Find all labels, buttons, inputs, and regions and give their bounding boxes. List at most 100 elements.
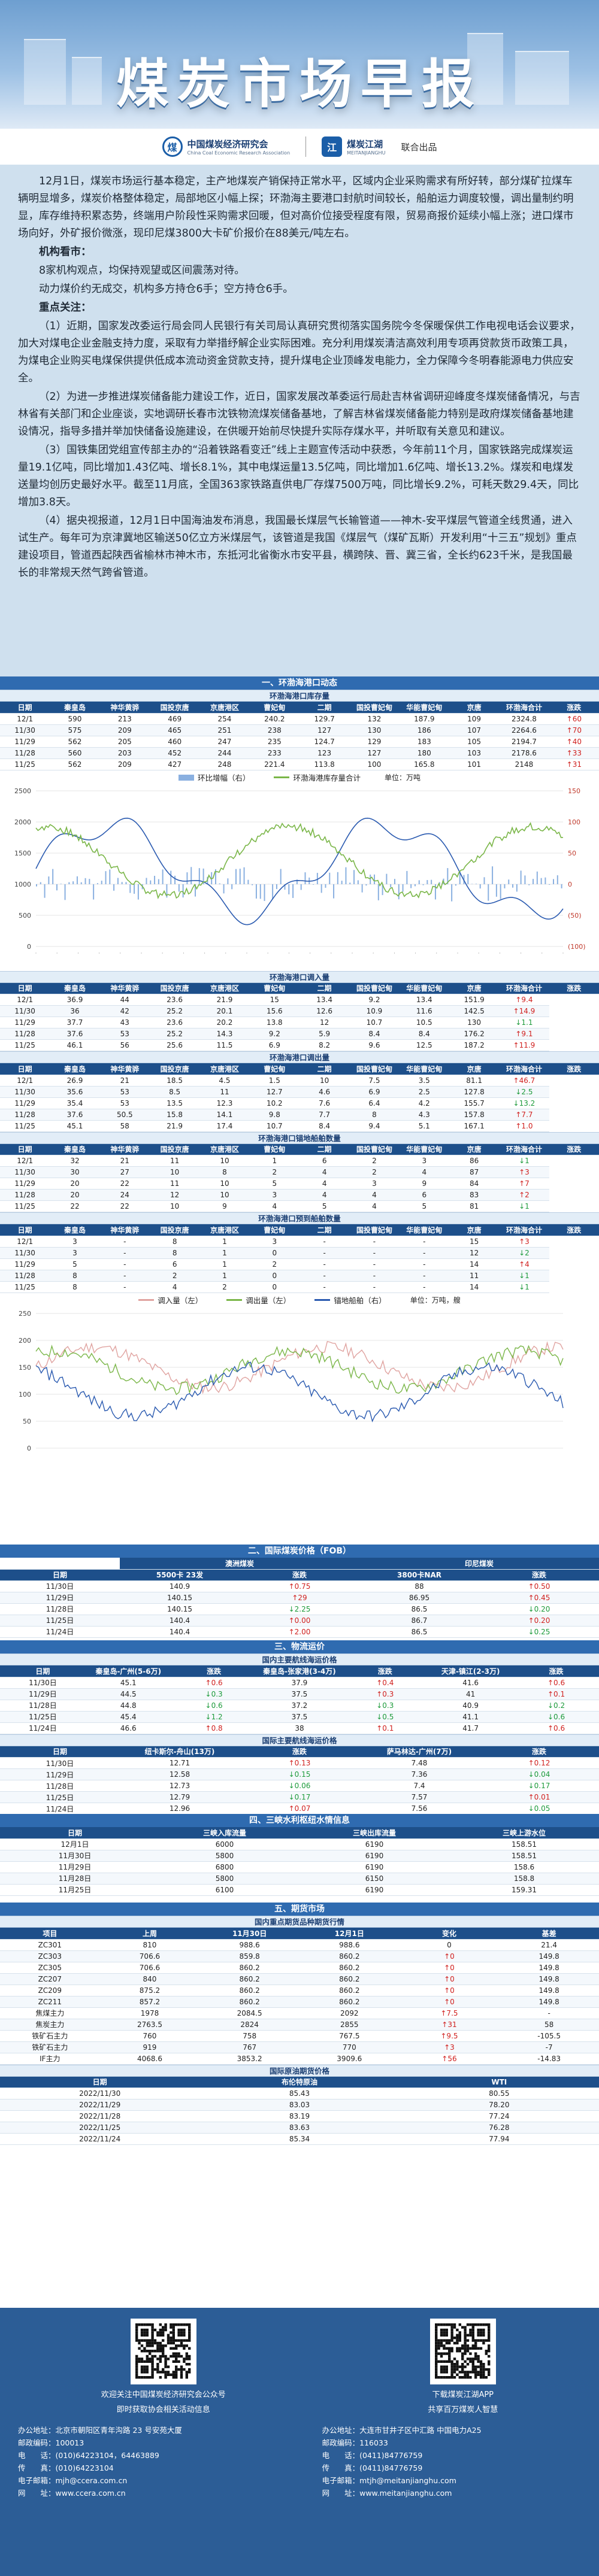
table-header-row: 日期 秦皇岛 神华黄骅 国投京唐 京唐港区 曹妃甸 二期 国投曹妃甸 华能曹妃甸 京唐 环渤海合计涨… xyxy=(0,1224,599,1236)
qr-module xyxy=(182,2334,186,2337)
table-cell: 45.1 xyxy=(85,1677,171,1689)
change-bar xyxy=(252,884,253,885)
qr-module xyxy=(468,2360,472,2363)
qr-code-icon[interactable] xyxy=(130,2319,196,2384)
table-cell: 0 xyxy=(399,1939,500,1951)
table-header-cell xyxy=(0,1558,120,1570)
website-link[interactable]: 网 址：www.meitanjianghu.com xyxy=(322,2489,452,2498)
qr-module xyxy=(172,2341,175,2345)
table-cell: 11月28日 xyxy=(0,1873,150,1885)
table-cell: 758 xyxy=(199,2030,300,2042)
table-cell: - xyxy=(349,1236,400,1248)
website-link[interactable]: 网 址：www.ccera.com.cn xyxy=(18,2489,126,2498)
qr-module xyxy=(164,2373,167,2376)
change-bar xyxy=(553,878,555,884)
section-title: 一、环渤海港口动态 xyxy=(0,676,599,690)
qr-module xyxy=(151,2371,154,2374)
table-cell: 84 xyxy=(449,1178,500,1190)
qr-module xyxy=(455,2368,459,2371)
qr-module xyxy=(479,2373,482,2376)
qr-module xyxy=(437,2341,440,2345)
y-tick-label: 0 xyxy=(27,1445,31,1452)
table-header-cell: 京唐港区 xyxy=(199,1224,250,1236)
table-cell: 6.9 xyxy=(349,1086,400,1098)
qr-module xyxy=(434,2365,438,2368)
qr-module xyxy=(455,2373,459,2376)
table-cell: ↑0.13 xyxy=(240,1757,359,1769)
table-cell: 36.9 xyxy=(50,994,100,1006)
table-cell: 6190 xyxy=(300,1884,449,1896)
table-cell: 988.6 xyxy=(199,1939,300,1951)
phone: 电 话：(0411)84776759 xyxy=(322,2451,423,2460)
table-cell: 3 xyxy=(399,1155,449,1167)
qr-module xyxy=(466,2376,469,2379)
change-bar xyxy=(36,884,37,887)
table-cell: ↑0.6 xyxy=(513,1722,599,1734)
qr-module xyxy=(180,2331,183,2334)
table-header-cell: 华能曹妃甸 xyxy=(399,982,449,994)
qr-module xyxy=(187,2354,191,2358)
table-header-cell: 涨跌 xyxy=(513,1665,599,1677)
qr-module xyxy=(487,2373,491,2376)
x-tick-label: · xyxy=(394,951,395,956)
qr-module xyxy=(164,2323,167,2326)
table-cell: 20.2 xyxy=(199,1017,250,1028)
table-cell: ↑3 xyxy=(499,1236,549,1248)
email-link[interactable]: 电子邮箱：mtjh@meitanjianghu.com xyxy=(322,2476,456,2485)
qr-module xyxy=(445,2341,448,2345)
table-header-cell: 京唐港区 xyxy=(199,1143,250,1155)
table-cell: 142.5 xyxy=(449,1005,500,1017)
table-cell: 焦炭主力 xyxy=(0,2019,100,2031)
qr-code-icon[interactable] xyxy=(429,2319,496,2384)
focus-item-2: （2）为进一步推进煤炭储备能力建设工作，近日，国家发展改革委运行局赴吉林省调研迎… xyxy=(18,391,580,438)
qr-module xyxy=(151,2376,154,2379)
qr-module xyxy=(461,2365,464,2368)
report-intro: 12月1日，煤炭市场运行基本稳定，主产地煤炭产销保持正常水平，区域内企业采购需求… xyxy=(18,175,574,239)
qr-module xyxy=(182,2339,186,2342)
qr-module xyxy=(164,2357,167,2360)
table-cell: ↓1 xyxy=(499,1155,549,1167)
qr-module xyxy=(146,2350,149,2353)
email-link[interactable]: 电子邮箱：mjh@ccera.com.cn xyxy=(18,2476,128,2485)
qr-module xyxy=(180,2376,183,2379)
qr-module xyxy=(164,2376,167,2379)
table-cell: - xyxy=(399,1236,449,1248)
qr-module xyxy=(447,2354,451,2358)
table-cell: 187.2 xyxy=(449,1039,500,1051)
x-tick-label: · xyxy=(499,951,501,956)
change-bar xyxy=(284,884,286,890)
zip: 邮政编码：116033 xyxy=(322,2438,388,2447)
table-cell: ↑9.5 xyxy=(399,2030,500,2042)
org1-logo: 煤 中国煤炭经济研究会 China Coal Economic Research… xyxy=(162,136,290,157)
qr-module xyxy=(450,2350,453,2353)
table-cell: 0 xyxy=(249,1247,300,1259)
table-cell: 44.5 xyxy=(85,1688,171,1700)
table-cell: ↓0.6 xyxy=(513,1711,599,1723)
table-cell: ↓2 xyxy=(499,1247,549,1259)
table-cell: 53 xyxy=(99,1028,150,1040)
table-cell: 860.2 xyxy=(299,1985,400,1997)
market-report: 12月1日，煤炭市场运行基本稳定，主产地煤炭产销保持正常水平，区域内企业采购需求… xyxy=(0,165,599,676)
table-cell: 2 xyxy=(199,1281,250,1293)
table-cell: 41.6 xyxy=(428,1677,514,1689)
table-header-cell: 神华黄骅 xyxy=(99,982,150,994)
table-cell: - xyxy=(299,1270,350,1282)
qr-module xyxy=(477,2334,480,2337)
qr-module xyxy=(458,2337,461,2340)
table-title: 国际主要航线海运价格 xyxy=(0,1734,599,1746)
table-body: 11/30日 12.71 ↑0.13 7.48 ↑0.12 11/29日 12.58 ↓0.1… xyxy=(0,1757,599,1815)
y-tick-label: 250 xyxy=(19,1310,31,1318)
qr-module xyxy=(447,2350,451,2353)
qr-module xyxy=(464,2328,467,2332)
table-cell: 2264.6 xyxy=(499,724,549,736)
x-tick-label: · xyxy=(436,951,438,956)
table-cell: ↓0.04 xyxy=(479,1768,599,1780)
table-cell: 6190 xyxy=(300,1838,449,1850)
qr-module xyxy=(466,2339,469,2342)
qr-module xyxy=(434,2350,438,2353)
change-bar xyxy=(292,884,294,898)
table-cell: ↓2.5 xyxy=(499,1086,549,1098)
qr-module xyxy=(172,2339,175,2342)
qr-module xyxy=(174,2347,178,2350)
table-row: 11/25 8-4 2 0- - -14 ↓1 xyxy=(0,1281,599,1293)
